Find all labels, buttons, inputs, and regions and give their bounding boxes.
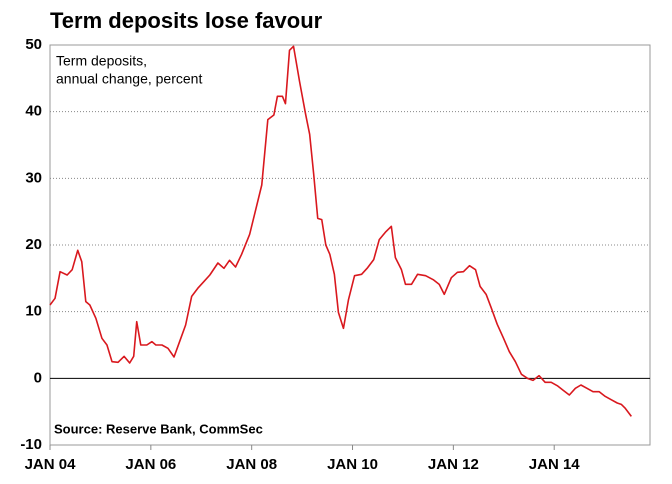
y-tick-label: 30 — [25, 169, 42, 186]
x-tick-label: JAN 08 — [226, 456, 277, 473]
y-tick-label: 40 — [25, 103, 42, 120]
x-tick-label: JAN 12 — [428, 456, 479, 473]
y-tick-label: 0 — [34, 369, 42, 386]
source-note: Source: Reserve Bank, CommSec — [54, 421, 263, 436]
x-tick-label: JAN 10 — [327, 456, 378, 473]
chart-title: Term deposits lose favour — [50, 8, 323, 33]
x-tick-label: JAN 06 — [125, 456, 176, 473]
x-tick-label: JAN 04 — [25, 456, 77, 473]
y-tick-label: 10 — [25, 303, 42, 320]
annotation: Term deposits, — [56, 53, 147, 69]
y-tick-label: 50 — [25, 36, 42, 53]
annotation: annual change, percent — [56, 71, 202, 87]
y-tick-label: 20 — [25, 236, 42, 253]
y-tick-label: -10 — [20, 436, 42, 453]
x-tick-label: JAN 14 — [529, 456, 581, 473]
data-line — [49, 45, 632, 417]
